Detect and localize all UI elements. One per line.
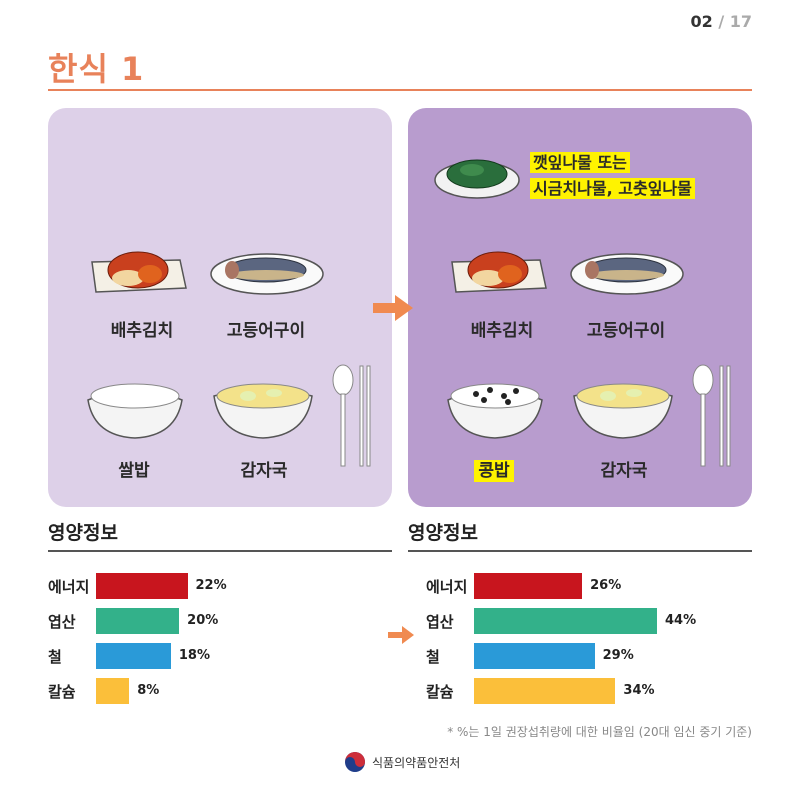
food-label: 감자국 — [600, 461, 648, 481]
spoon-chopsticks-icon — [692, 364, 731, 467]
bar — [474, 573, 583, 599]
bar-value-label: 22% — [195, 578, 227, 593]
title-divider — [48, 89, 752, 91]
bar-category-label: 엽산 — [426, 613, 454, 631]
bar-value-label: 20% — [187, 613, 219, 628]
bar — [474, 608, 657, 634]
bar — [96, 678, 130, 704]
grilled-mackerel-icon — [570, 253, 684, 295]
food-label: 고등어구이 — [586, 321, 666, 341]
potato-soup-icon — [213, 383, 313, 439]
bar — [96, 573, 188, 599]
nutrition-divider — [48, 550, 392, 552]
bar-category-label: 칼슘 — [426, 683, 454, 701]
arrow-right-icon — [388, 626, 414, 644]
bar-category-label: 에너지 — [426, 578, 468, 596]
taegeuk-logo-icon — [345, 752, 365, 772]
page-number: 02 / 17 — [690, 12, 752, 31]
bar-value-label: 34% — [623, 683, 655, 698]
food-label: 감자국 — [240, 461, 288, 481]
namul-dish-icon — [434, 159, 520, 199]
potato-soup-icon — [573, 383, 673, 439]
bean-rice-bowl-icon — [447, 383, 543, 439]
bar — [96, 608, 180, 634]
namul-caption-line: 시금치나물, 고춧잎나물 — [530, 178, 695, 199]
bar — [474, 678, 616, 704]
food-label: 고등어구이 — [226, 321, 306, 341]
highlighted-label-text: 콩밥 — [474, 460, 514, 482]
bar-value-label: 44% — [665, 613, 697, 628]
grilled-mackerel-icon — [210, 253, 324, 295]
left-meal-panel — [48, 108, 392, 507]
food-label: 쌀밥 — [118, 461, 150, 481]
bar-category-label: 엽산 — [48, 613, 76, 631]
bar-category-label: 칼슘 — [48, 683, 76, 701]
bar-category-label: 철 — [426, 648, 440, 666]
kimchi-dish-icon — [91, 251, 187, 293]
kimchi-dish-icon — [451, 251, 547, 293]
bar-category-label: 에너지 — [48, 578, 90, 596]
nutrition-heading: 영양정보 — [408, 522, 478, 544]
ministry-name: 식품의약품안전처 — [372, 755, 461, 770]
namul-caption-line: 깻잎나물 또는 — [530, 152, 630, 173]
namul-caption: 깻잎나물 또는 시금치나물, 고춧잎나물 — [530, 150, 695, 202]
bar — [474, 643, 595, 669]
bar-value-label: 8% — [137, 683, 160, 698]
spoon-chopsticks-icon — [332, 364, 371, 467]
bar — [96, 643, 171, 669]
rice-bowl-icon — [87, 383, 183, 439]
food-label: 배추김치 — [110, 321, 174, 341]
footnote: * %는 1일 권장섭취량에 대한 비율임 (20대 임신 중기 기준) — [447, 725, 752, 739]
nutrition-heading: 영양정보 — [48, 522, 118, 544]
arrow-right-icon — [373, 295, 413, 321]
bar-category-label: 철 — [48, 648, 62, 666]
ministry-logo: 식품의약품안전처 — [344, 751, 460, 773]
bar-value-label: 18% — [178, 648, 210, 663]
page-title: 한식 1 — [48, 50, 145, 88]
food-label-highlighted: 콩밥 — [434, 456, 554, 482]
food-label: 배추김치 — [470, 321, 534, 341]
bar-value-label: 26% — [590, 578, 622, 593]
nutrition-divider — [408, 550, 752, 552]
bar-value-label: 29% — [602, 648, 634, 663]
